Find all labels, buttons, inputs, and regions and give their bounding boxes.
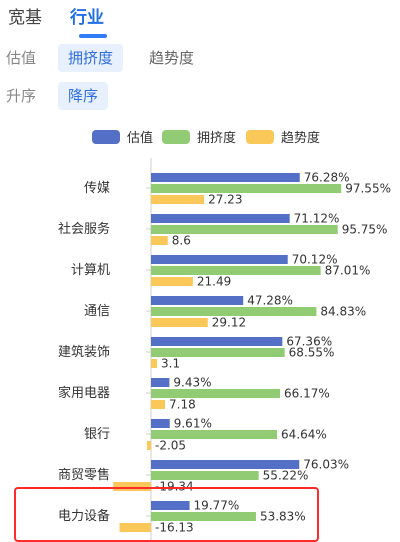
- bar: [151, 471, 259, 480]
- data-label: 70.12%: [292, 253, 338, 267]
- bar: [151, 389, 281, 398]
- bar: [151, 512, 256, 521]
- category-label: 社会服务: [58, 221, 110, 237]
- data-label: -19.34: [155, 480, 194, 494]
- data-label: 29.12: [212, 316, 246, 330]
- bar: [151, 173, 300, 182]
- bar: [151, 307, 317, 316]
- bar: [147, 441, 151, 450]
- bar: [151, 195, 205, 204]
- bar: [151, 359, 158, 368]
- bar: [151, 460, 300, 469]
- bar: [151, 255, 288, 264]
- bar: [151, 348, 285, 357]
- bar: [151, 236, 168, 245]
- sort-option-descending[interactable]: 降序: [58, 82, 109, 110]
- data-label: 47.28%: [247, 294, 293, 308]
- bar: [151, 296, 244, 305]
- category-label: 家用电器: [58, 385, 110, 401]
- sort-option-ascending[interactable]: 升序: [6, 87, 37, 105]
- data-label: 7.18: [169, 398, 196, 412]
- data-label: 66.17%: [284, 387, 330, 401]
- category-label: 建筑装饰: [58, 344, 110, 360]
- category-label: 商贸零售: [58, 467, 110, 483]
- data-label: 3.1: [161, 357, 180, 371]
- bar: [151, 378, 170, 387]
- data-label: 27.23: [208, 193, 242, 207]
- metric-option-valuation[interactable]: 估值: [6, 49, 37, 67]
- data-label: 19.77%: [194, 499, 240, 513]
- data-label: 64.64%: [281, 428, 327, 442]
- data-label: 8.6: [172, 234, 191, 248]
- bar: [151, 318, 208, 327]
- data-label: 9.61%: [174, 417, 212, 431]
- bar: [113, 482, 151, 491]
- legend-label: 趋势度: [281, 130, 320, 146]
- category-label: 计算机: [71, 263, 110, 278]
- data-label: 71.12%: [294, 212, 340, 226]
- bar: [151, 266, 321, 275]
- category-label: 通信: [84, 304, 110, 319]
- category-label: 传媒: [84, 181, 110, 196]
- data-label: -16.13: [155, 521, 194, 535]
- bar: [151, 214, 290, 223]
- data-label: 9.43%: [173, 376, 211, 390]
- bar: [151, 501, 190, 510]
- legend-swatch: [162, 130, 190, 144]
- legend-label: 拥挤度: [197, 130, 236, 146]
- legend-swatch: [92, 130, 120, 144]
- data-label: 84.83%: [320, 305, 366, 319]
- data-label: 21.49: [197, 275, 231, 289]
- tab-broad-index[interactable]: 宽基: [8, 8, 42, 28]
- data-label: 87.01%: [325, 264, 371, 278]
- data-label: 53.83%: [260, 510, 306, 524]
- legend-swatch: [246, 130, 274, 144]
- bar: [151, 225, 338, 234]
- data-label: 95.75%: [342, 223, 388, 237]
- data-label: 76.28%: [304, 171, 350, 185]
- active-tab-indicator: [79, 34, 107, 38]
- data-label: -2.05: [155, 439, 186, 453]
- data-label: 55.22%: [263, 469, 309, 483]
- data-label: 97.55%: [345, 182, 391, 196]
- metric-option-crowding[interactable]: 拥挤度: [58, 44, 124, 72]
- data-label: 76.03%: [303, 458, 349, 472]
- tab-industry[interactable]: 行业: [70, 8, 104, 28]
- bar: [151, 277, 193, 286]
- category-label: 电力设备: [58, 508, 110, 524]
- bar: [119, 523, 151, 532]
- bar: [151, 419, 170, 428]
- bar: [151, 184, 342, 193]
- data-label: 68.55%: [289, 346, 335, 360]
- metric-option-trend[interactable]: 趋势度: [149, 49, 195, 67]
- category-label: 银行: [84, 427, 110, 442]
- bar: [151, 400, 166, 409]
- bar: [151, 430, 278, 439]
- bar: [151, 337, 283, 346]
- legend-label: 估值: [127, 130, 153, 146]
- data-label: 67.36%: [286, 335, 332, 349]
